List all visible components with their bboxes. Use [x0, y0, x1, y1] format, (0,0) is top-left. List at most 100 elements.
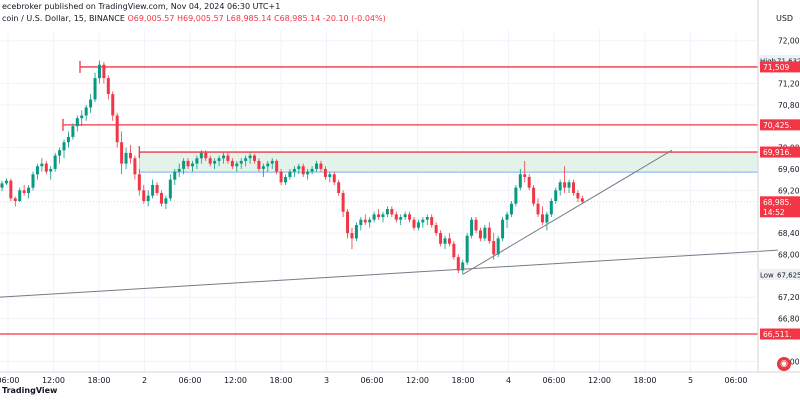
- candle-body: [461, 262, 465, 271]
- globe-icon[interactable]: ◉: [777, 357, 791, 371]
- candle-body: [66, 136, 70, 143]
- candle-body: [474, 219, 478, 231]
- symbol-line: coin / U.S. Dollar, 15, BINANCE O69,005.…: [2, 13, 386, 25]
- symbol-name[interactable]: coin / U.S. Dollar, 15, BINANCE: [2, 14, 125, 23]
- candle-body: [244, 158, 248, 161]
- candle-body: [199, 152, 203, 159]
- candle-body: [514, 187, 518, 204]
- time-tick-label: 06:00: [0, 376, 20, 385]
- candle-body: [554, 190, 558, 201]
- candle-body: [124, 152, 128, 164]
- candle-body: [257, 160, 261, 169]
- candle-body: [111, 94, 115, 116]
- time-tick-label: 12:00: [42, 376, 65, 385]
- time-tick-label: 12:00: [406, 376, 429, 385]
- candle-body: [217, 158, 221, 161]
- candle-body: [208, 158, 212, 164]
- candle-body: [4, 180, 8, 184]
- time-axis: 06:00 12:00 18:00 2 06:00 12:00 18:00 3 06:00 12:…: [0, 371, 800, 385]
- candle-body: [173, 171, 177, 180]
- candle-body: [337, 182, 341, 193]
- grid: [0, 30, 758, 372]
- time-tick-label: 5: [688, 376, 693, 385]
- candles: [0, 60, 584, 275]
- candle-body: [505, 214, 509, 220]
- price-axis: 72,00071,20070,80070,00069,60069,20068,4…: [757, 0, 800, 372]
- candle-body: [128, 152, 132, 159]
- candle-body: [315, 163, 319, 169]
- candle-body: [558, 182, 562, 191]
- time-tick-label: 4: [506, 376, 511, 385]
- candle-body: [549, 201, 553, 215]
- candle-body: [115, 115, 119, 143]
- candle-body: [155, 184, 159, 193]
- price-label-bg: [760, 146, 800, 158]
- candle-body: [182, 160, 186, 169]
- price-tag-bg: [758, 268, 776, 280]
- candle-body: [288, 171, 292, 177]
- candle-body: [266, 163, 270, 167]
- candle-body: [297, 166, 301, 169]
- candle-body: [328, 174, 332, 177]
- candle-body: [137, 174, 141, 191]
- candle-body: [496, 238, 500, 255]
- candle-body: [390, 209, 394, 215]
- candle-body: [102, 64, 106, 79]
- candle-body: [306, 171, 310, 175]
- candle-body: [230, 160, 234, 167]
- price-tick-label: 66,800: [778, 315, 800, 324]
- price-label-text: 68,985.: [763, 198, 792, 207]
- candle-body: [253, 155, 257, 161]
- candle-body: [168, 179, 172, 199]
- candle-body: [9, 180, 13, 199]
- candle-body: [31, 174, 35, 188]
- candle-body: [421, 219, 425, 223]
- candle-body: [0, 183, 4, 188]
- candle-body: [62, 142, 66, 151]
- price-label-text: 69,916.: [763, 148, 792, 157]
- candle-body: [275, 160, 279, 172]
- time-tick-label: 18:00: [269, 376, 292, 385]
- candle-body: [341, 192, 345, 212]
- price-tag-bg: [758, 54, 776, 66]
- candle-body: [385, 209, 389, 215]
- price-label-bg: [760, 206, 800, 218]
- footer-logo[interactable]: TradingView: [2, 386, 57, 395]
- candle-body: [394, 214, 398, 220]
- price-label-text: 71,509: [763, 63, 789, 72]
- candle-body: [310, 168, 314, 172]
- candle-body: [58, 150, 62, 156]
- trendlines: [0, 149, 779, 298]
- time-tick-label: 06:00: [542, 376, 565, 385]
- candle-body: [576, 192, 580, 199]
- candle-body: [447, 238, 451, 244]
- candle-body: [470, 219, 474, 236]
- candle-body: [279, 171, 283, 183]
- price-value-bg: [776, 54, 800, 66]
- candle-body: [226, 155, 230, 161]
- tradingview-logo[interactable]: TradingView: [2, 386, 58, 395]
- time-tick-label: 06:00: [360, 376, 383, 385]
- long-trendline: [0, 249, 779, 298]
- time-tick-label: 06:00: [724, 376, 747, 385]
- candle-body: [518, 174, 522, 188]
- candle-body: [213, 160, 217, 164]
- candle-body: [49, 168, 53, 172]
- candle-body: [412, 219, 416, 228]
- time-tick-label: 12:00: [588, 376, 611, 385]
- time-tick-label: 12:00: [224, 376, 247, 385]
- candle-body: [425, 217, 429, 220]
- candle-body: [177, 168, 181, 172]
- candle-body: [439, 233, 443, 244]
- candle-body: [456, 257, 460, 271]
- candle-body: [190, 163, 194, 167]
- candle-body: [527, 176, 531, 188]
- candle-body: [248, 155, 252, 159]
- price-label-text: 66,511.: [763, 330, 792, 339]
- candle-body: [523, 174, 527, 177]
- candle-body: [532, 187, 536, 204]
- candle-body: [164, 198, 168, 204]
- candle-body: [284, 176, 288, 183]
- ohlc-values: O69,005.57 H69,005.57 L68,985.14 C68,985…: [127, 14, 386, 23]
